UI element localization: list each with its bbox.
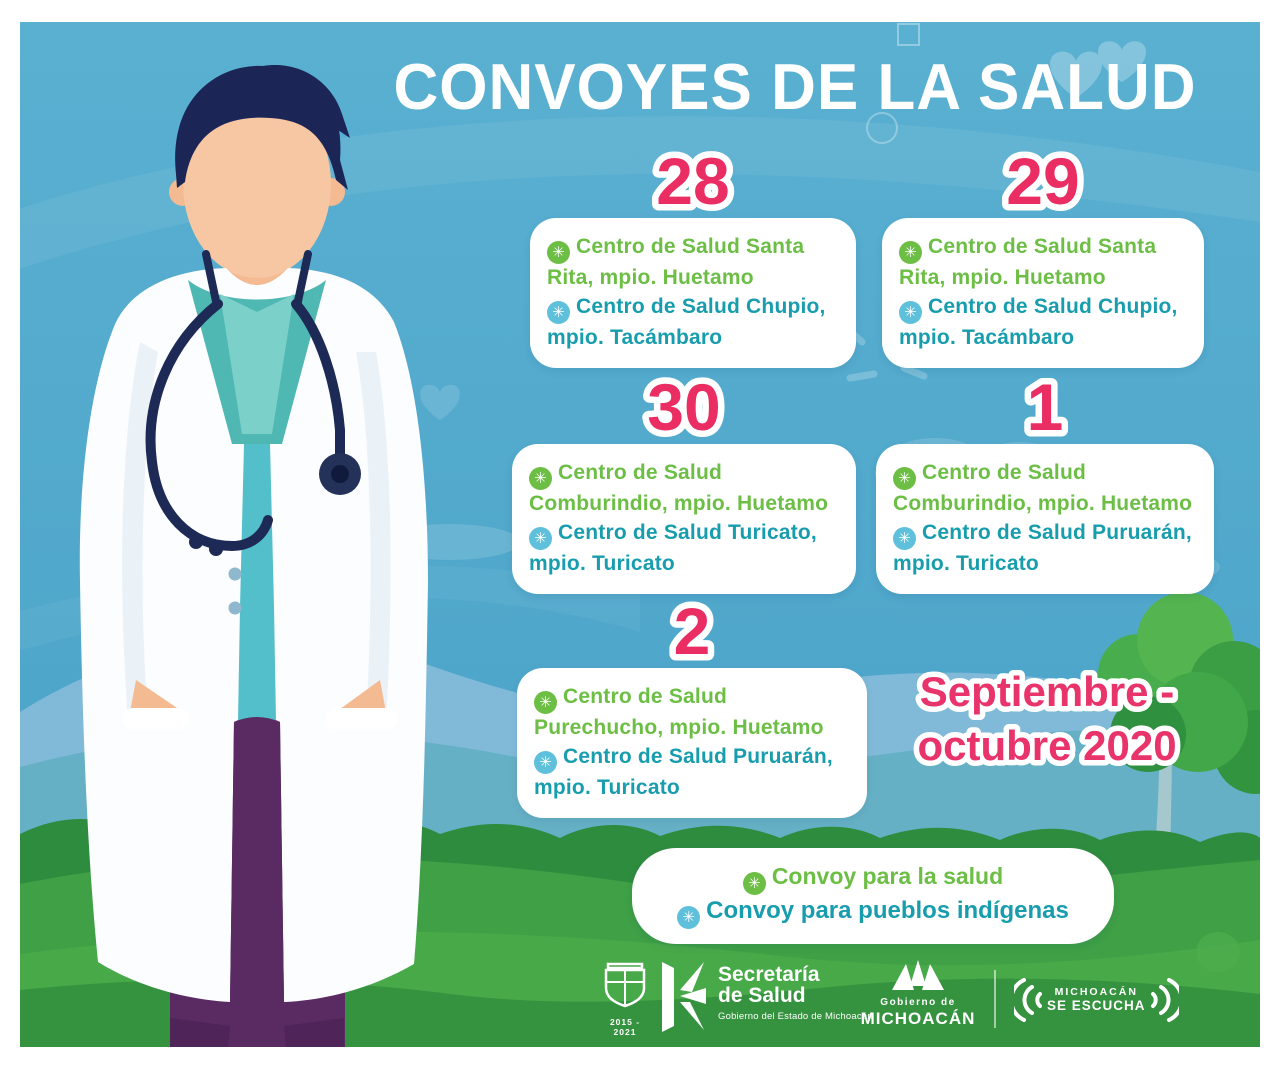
stop-item: ✳ Centro de Salud Santa Rita, mpio. Hueta… [547,233,839,293]
stop-item: ✳ Centro de Salud Comburindio, mpio. Huet… [529,459,839,519]
day-28-number: 28 [650,146,736,218]
date-range: Septiembre - octubre 2020 [912,663,1182,775]
stop-item: ✳ Centro de Salud Comburindio, mpio. Huet… [893,459,1197,519]
stop-label: Centro de Salud Comburindio, mpio. Hueta… [893,461,1193,515]
svg-text:Septiembre -: Septiembre - [920,668,1174,715]
coat-of-arms-icon [604,962,646,1008]
asterisk-indigenas-icon: ✳ [899,300,922,324]
gobierno-michoacan-logo: Gobierno de MICHOACÁN [856,960,980,1028]
stethoscope [145,250,345,552]
asterisk-salud-icon: ✳ [534,691,557,714]
schedule-card-1: ✳ Centro de Salud Comburindio, mpio. Huet… [876,444,1214,594]
svg-text:30: 30 [647,372,720,444]
svg-text:29: 29 [1006,146,1079,218]
svg-text:2: 2 [674,596,711,668]
schedule-card-2: ✳ Centro de Salud Purechucho, mpio. Hueta… [517,668,867,818]
page-title: CONVOYES DE LA SALUD [393,51,1197,124]
schedule-day-29: 29 ✳ Centro de Salud Santa Rita, mpio. Hu… [882,146,1204,368]
svg-text:octubre 2020: octubre 2020 [917,722,1176,769]
gobierno-top-label: Gobierno de [880,997,956,1009]
day-30-number: 30 [641,372,727,444]
doctor-illustration [79,65,429,1047]
stop-label: Centro de Salud Puruarán, mpio. Turicato [893,520,1192,575]
stop-item: ✳ Centro de Salud Puruarán, mpio. Turicat… [534,743,850,803]
escucha-line2: SE ESCUCHA [1047,998,1146,1014]
secretaria-line1: Secretaría [718,963,820,986]
asterisk-salud-icon: ✳ [529,467,552,490]
svg-text:28: 28 [656,146,729,218]
asterisk-indigenas-icon: ✳ [677,906,701,929]
stop-item: ✳ Centro de Salud Puruarán, mpio. Turicat… [893,519,1197,579]
stop-item: ✳ Centro de Salud Santa Rita, mpio. Hueta… [899,233,1187,293]
michoacan-se-escucha-logo: MICHOACÁN SE ESCUCHA [1014,976,1179,1024]
gobierno-name-label: MICHOACÁN [860,1008,976,1028]
stop-item: ✳ Centro de Salud Chupio, mpio. Tacámbaro [547,293,839,353]
stop-label: Centro de Salud Santa Rita, mpio. Huetam… [899,235,1157,289]
circle-outline-decor [866,112,898,144]
asterisk-indigenas-icon: ✳ [529,526,552,550]
heart-icon [420,384,460,420]
stop-label: Centro de Salud Comburindio, mpio. Hueta… [529,461,829,515]
day-29-number: 29 [1000,146,1086,218]
schedule-day-28: 28 ✳ Centro de Salud Santa Rita, mpio. Hu… [530,146,856,368]
secretaria-subtitle: Gobierno del Estado de Michoacán [718,1010,873,1022]
stop-label: Centro de Salud Purechucho, mpio. Huetam… [534,685,824,739]
legend-salud-label: Convoy para la salud [771,863,1004,889]
schedule-day-1: 1 ✳ Centro de Salud Comburindio, mpio. Hu… [876,372,1214,594]
health-convoys-poster: CONVOYES DE LA SALUD 28 ✳ Centro de Salud… [20,22,1260,1047]
schedule-card-29: ✳ Centro de Salud Santa Rita, mpio. Hueta… [882,218,1204,368]
asterisk-indigenas-icon: ✳ [534,750,557,774]
heart-icon [1050,41,1146,98]
escucha-line1: MICHOACÁN [1054,986,1138,999]
schedule-day-30: 30 ✳ Centro de Salud Comburindio, mpio. H… [512,372,856,594]
square-outline-decor [897,23,920,46]
svg-text:1: 1 [1027,372,1064,444]
tree [1098,592,1260,867]
term-years: 2015 - 2021 [609,1017,641,1037]
legend-indigenas-label: Convoy para pueblos indígenas [706,897,1069,924]
asterisk-salud-icon: ✳ [547,241,570,264]
schedule-day-2: 2 ✳ Centro de Salud Purechucho, mpio. Hue… [517,596,867,818]
legend-indigenas: ✳ Convoy para pueblos indígenas [642,897,1104,929]
k-logo-icon [662,962,706,1032]
stop-item: ✳ Centro de Salud Turicato, mpio. Turicat… [529,519,839,579]
day-2-number: 2 [667,596,717,668]
asterisk-indigenas-icon: ✳ [893,526,916,550]
coat-of-arms-block: 2015 - 2021 [598,962,652,1037]
stop-label: Centro de Salud Chupio, mpio. Tacámbaro [547,294,826,349]
secretaria-de-salud-logo: Secretaría de Salud Gobierno del Estado … [718,964,873,1022]
asterisk-salud-icon: ✳ [893,467,916,490]
sound-waves-right-icon [1150,978,1179,1022]
stop-item: ✳ Centro de Salud Purechucho, mpio. Hueta… [534,683,850,743]
sound-waves-left-icon [1014,978,1042,1022]
stop-label: Centro de Salud Chupio, mpio. Tacámbaro [899,294,1178,349]
asterisk-salud-icon: ✳ [742,872,766,895]
schedule-card-28: ✳ Centro de Salud Santa Rita, mpio. Hueta… [530,218,856,368]
stop-label: Centro de Salud Turicato, mpio. Turicato [529,520,817,575]
stop-label: Centro de Salud Santa Rita, mpio. Huetam… [547,235,805,289]
stop-item: ✳ Centro de Salud Chupio, mpio. Tacámbaro [899,293,1187,353]
convoy-legend: ✳ Convoy para la salud ✳ Convoy para puebl… [632,848,1114,944]
legend-salud: ✳ Convoy para la salud [642,863,1104,895]
schedule-card-30: ✳ Centro de Salud Comburindio, mpio. Huet… [512,444,856,594]
gobierno-emblem-icon [892,960,944,990]
asterisk-salud-icon: ✳ [899,241,922,264]
secretaria-line2: de Salud [718,984,806,1008]
asterisk-indigenas-icon: ✳ [547,300,570,324]
stop-label: Centro de Salud Puruarán, mpio. Turicato [534,744,833,799]
footer-divider [994,970,996,1028]
day-1-number: 1 [1020,372,1070,444]
